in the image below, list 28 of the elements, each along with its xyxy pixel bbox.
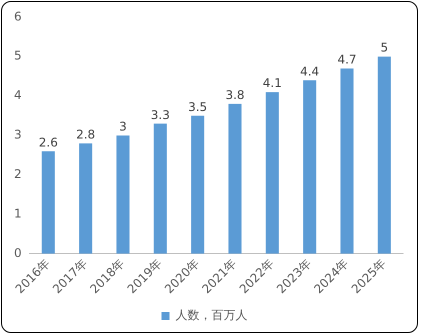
bar [42,151,55,254]
bar [340,68,354,254]
bar [116,135,130,254]
y-tick-label: 1 [14,206,22,220]
legend-label: 人数，百万人 [176,308,248,322]
data-label: 2.6 [38,135,58,150]
y-tick-label: 6 [14,9,22,24]
y-tick-label: 0 [14,246,22,260]
bar [303,80,316,254]
y-tick-label: 3 [14,128,22,142]
y-tick-label: 5 [14,48,22,63]
data-label: 3.8 [225,88,245,102]
y-tick-label: 4 [14,88,22,102]
bar [266,92,279,254]
data-label: 3.3 [150,108,170,122]
data-label: 3.5 [188,100,208,114]
y-tick-label: 2 [14,167,22,182]
bar [79,143,92,254]
bar [378,56,391,254]
data-label: 4.4 [300,64,320,78]
data-label: 2.8 [76,127,96,142]
bar [228,104,242,254]
bar [154,124,167,254]
data-label: 4.7 [337,52,357,67]
data-label: 3 [119,120,127,134]
bar [191,116,204,254]
data-label: 5 [380,40,388,55]
data-label: 4.1 [262,76,282,90]
